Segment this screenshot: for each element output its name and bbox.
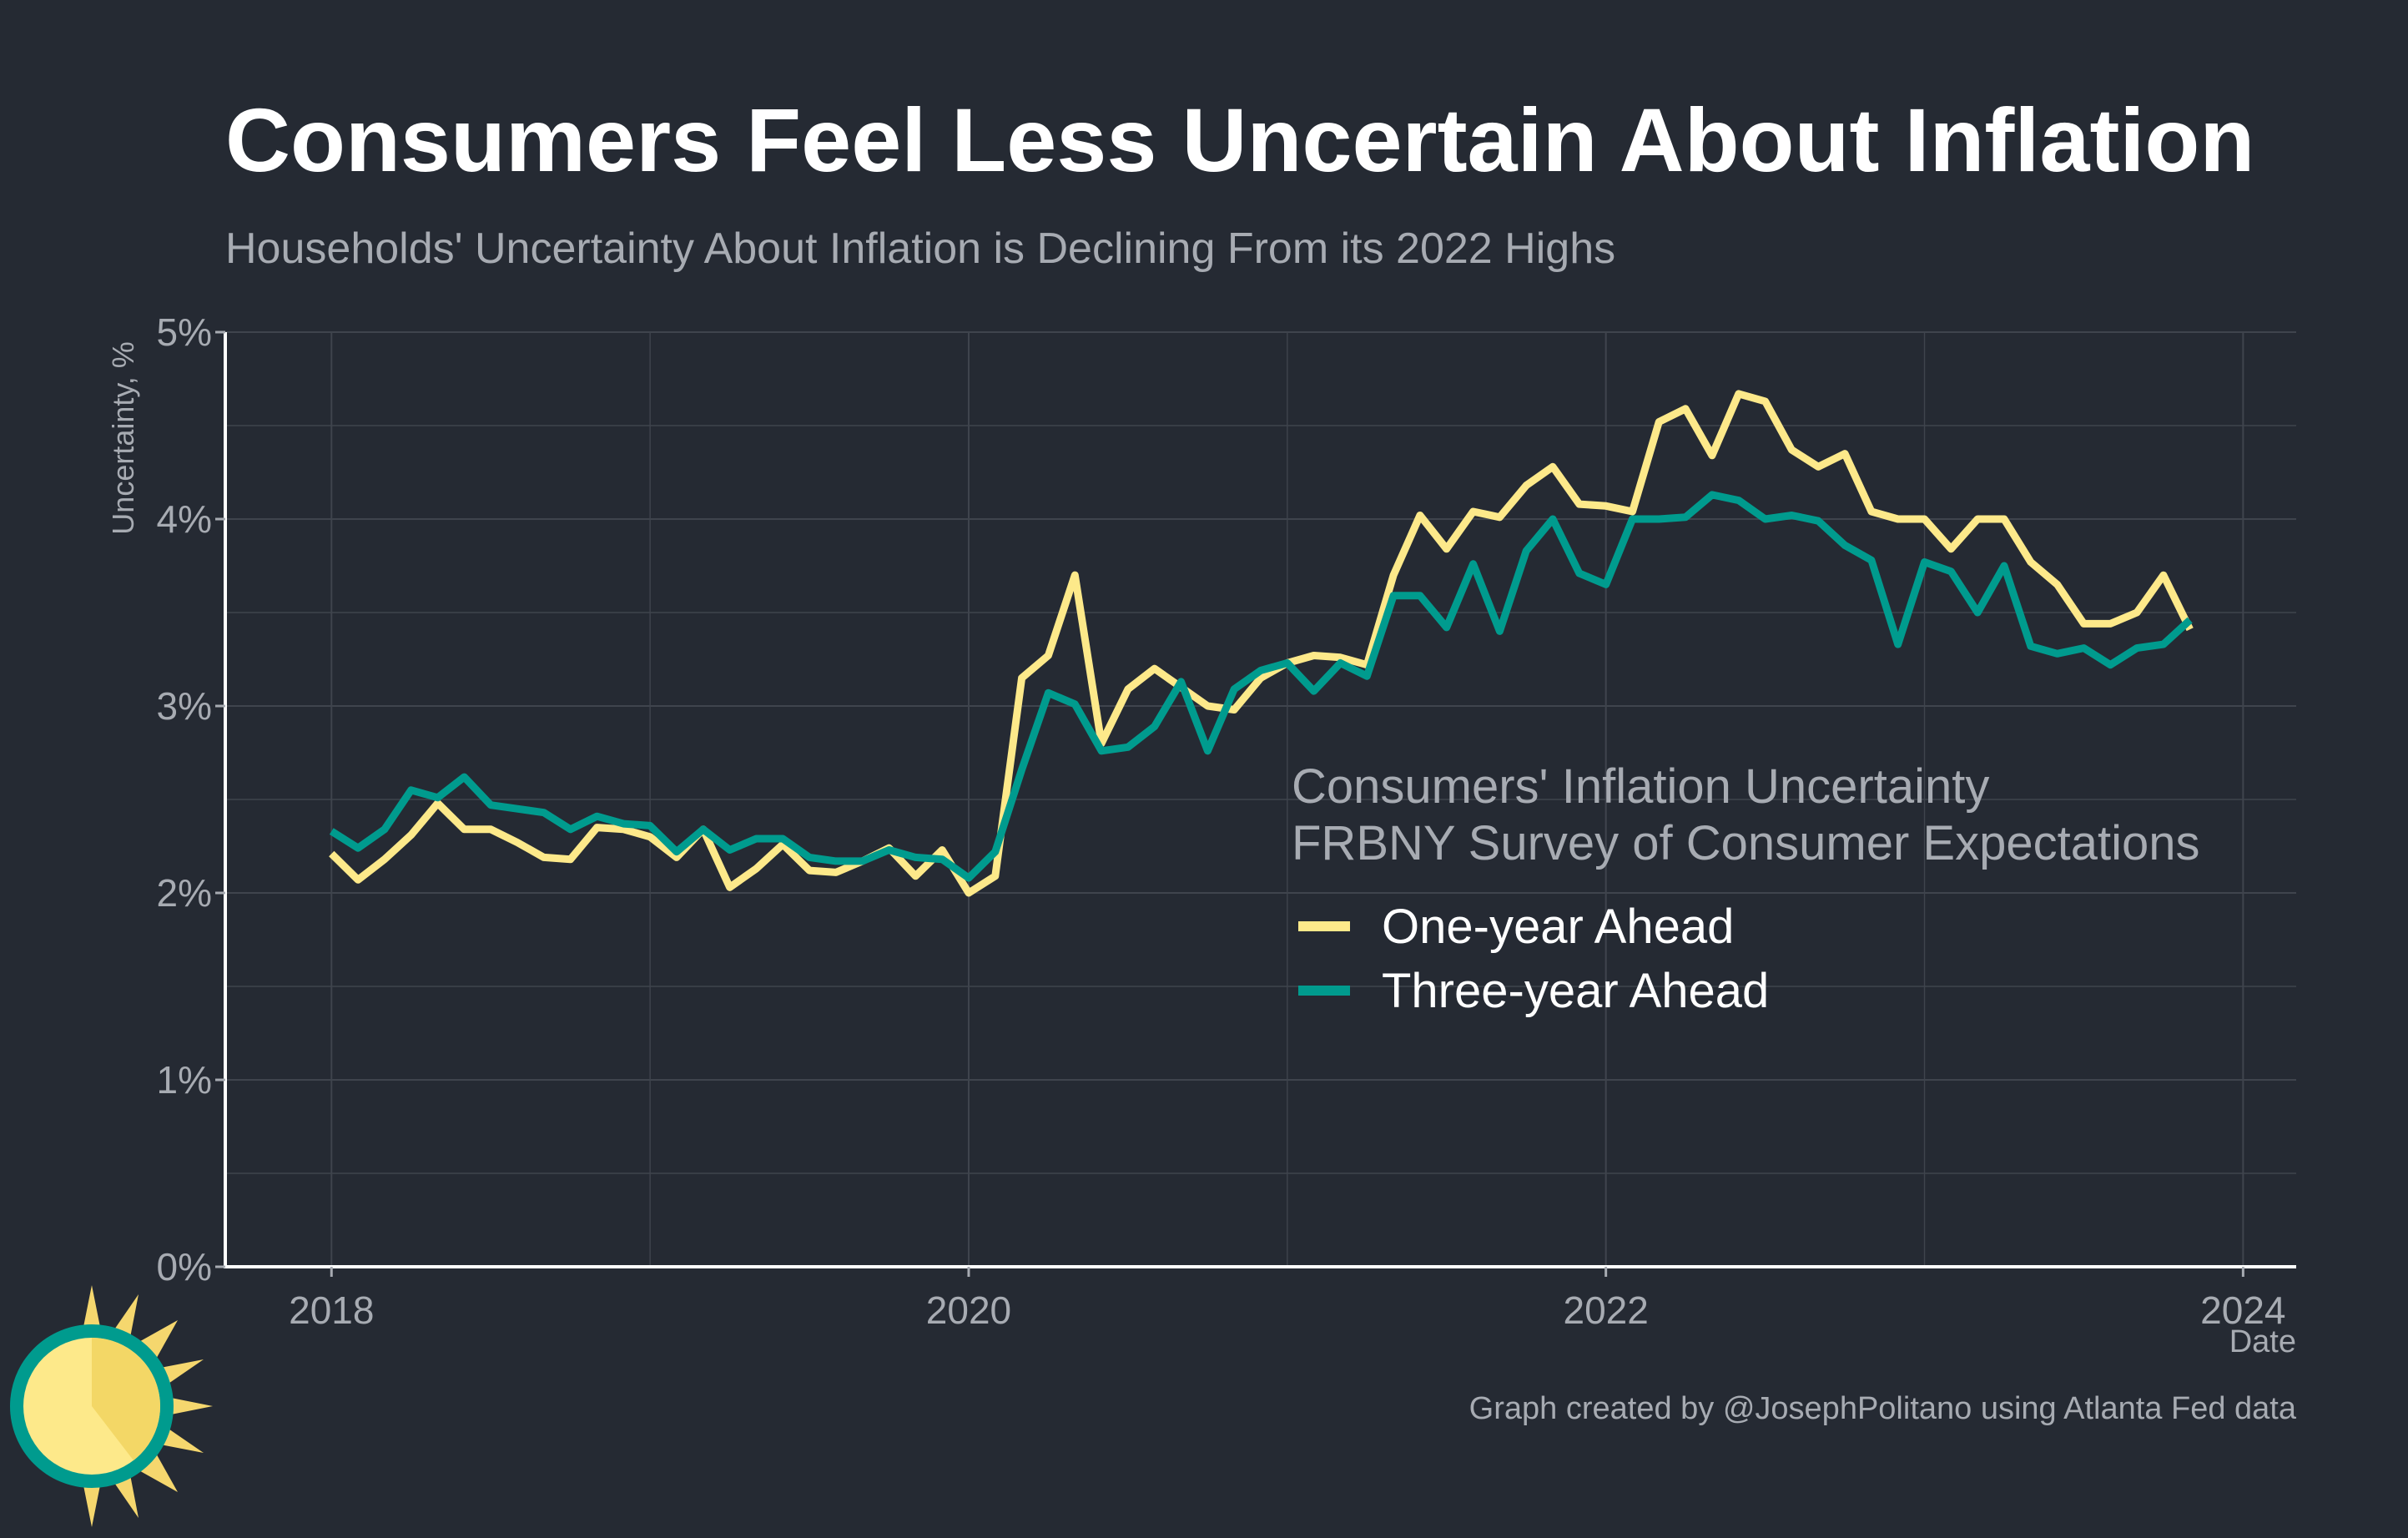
legend: Consumers' Inflation Uncertainty FRBNY S… xyxy=(1292,759,2200,1018)
sun-logo xyxy=(10,1285,213,1527)
x-axis-title: Date xyxy=(2229,1324,2296,1359)
x-tick-label: 2024 xyxy=(2200,1288,2285,1332)
legend-title-line-1: Consumers' Inflation Uncertainty xyxy=(1292,759,1989,814)
y-tick-label: 2% xyxy=(157,871,212,915)
legend-title-line-2: FRBNY Survey of Consumer Expectations xyxy=(1292,816,2200,870)
chart-caption: Graph created by @JosephPolitano using A… xyxy=(1469,1391,2297,1426)
chart-subtitle: Households' Uncertainty About Inflation … xyxy=(225,224,1615,273)
y-axis-title: Uncertainty, % xyxy=(106,341,140,534)
x-tick-label: 2020 xyxy=(926,1288,1011,1332)
chart-title: Consumers Feel Less Uncertain About Infl… xyxy=(225,89,2254,190)
y-tick-label: 5% xyxy=(157,310,212,354)
sun-shade xyxy=(92,1338,161,1460)
axes: 0% 1% 2% 3% 4% 5% 2018 2020 2022 2024 xyxy=(157,310,2296,1332)
grid xyxy=(225,331,2296,1268)
series-line-three-year xyxy=(329,491,2193,882)
y-tick-label: 3% xyxy=(157,684,212,728)
legend-label-one-year: One-year Ahead xyxy=(1382,900,1734,954)
x-tick-label: 2022 xyxy=(1563,1288,1648,1332)
legend-label-three-year: Three-year Ahead xyxy=(1382,964,1769,1018)
y-tick-label: 1% xyxy=(157,1058,212,1102)
y-tick-label: 0% xyxy=(157,1245,212,1288)
x-tick-label: 2018 xyxy=(289,1288,374,1332)
series xyxy=(329,390,2194,897)
y-tick-label: 4% xyxy=(157,497,212,541)
series-line-one-year xyxy=(329,390,2194,897)
